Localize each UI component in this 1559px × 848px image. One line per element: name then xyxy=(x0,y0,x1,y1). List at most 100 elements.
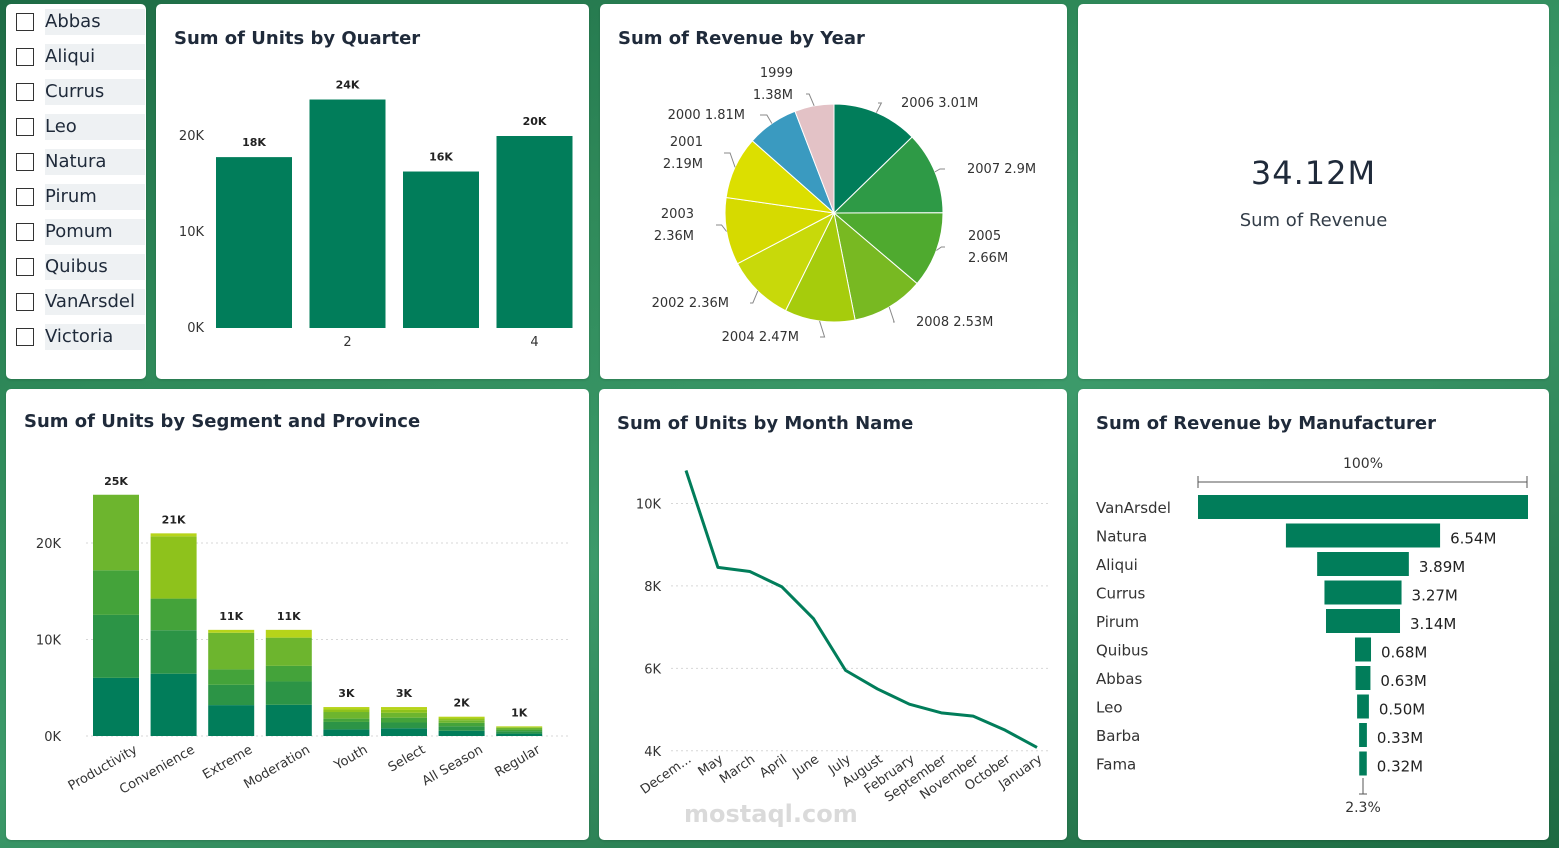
funnel-bar xyxy=(1359,751,1367,776)
stack-segment xyxy=(381,707,427,710)
checkbox[interactable] xyxy=(16,48,34,66)
checkbox[interactable] xyxy=(16,118,34,136)
y-tick-label: 0K xyxy=(44,730,61,745)
bar xyxy=(496,136,573,328)
stack-segment xyxy=(265,681,312,705)
funnel-bar xyxy=(1198,495,1528,519)
slice-label: 1999 1.38M xyxy=(753,66,793,103)
slicer-item-quibus[interactable]: Quibus xyxy=(16,253,146,281)
slicer-item-aliqui[interactable]: Aliqui xyxy=(16,43,146,71)
category-label: Currus xyxy=(1096,585,1146,603)
funnel-bar xyxy=(1359,723,1367,747)
slicer-item-abbas[interactable]: Abbas xyxy=(16,8,146,36)
data-label: 1K xyxy=(511,706,528,719)
revenue-card: 34.12M Sum of Revenue xyxy=(1078,4,1549,379)
funnel-bar xyxy=(1354,637,1372,662)
stack-segment xyxy=(150,630,197,674)
slice-label-line: 2005 xyxy=(968,229,1001,244)
slicer-item-leo[interactable]: Leo xyxy=(16,113,146,141)
stack-segment xyxy=(438,726,485,731)
y-tick-label: 0K xyxy=(187,321,204,336)
slice-label: 2003 2.36M xyxy=(654,207,694,244)
leader-line xyxy=(875,102,883,113)
series-line xyxy=(684,470,1038,749)
x-tick-label: March xyxy=(717,752,758,787)
slicer-item-pomum[interactable]: Pomum xyxy=(16,218,146,246)
funnel-bar xyxy=(1355,666,1371,690)
stack-segment xyxy=(208,632,255,670)
y-tick-label: 20K xyxy=(179,129,205,144)
funnel-top-label: 100% xyxy=(1343,456,1383,472)
slice-label: 2005 2.66M xyxy=(968,229,1008,266)
checkbox[interactable] xyxy=(16,83,34,101)
stack-segment xyxy=(208,705,255,736)
checkbox[interactable] xyxy=(16,258,34,276)
checkbox[interactable] xyxy=(16,293,34,311)
panel-title: Sum of Revenue by Year xyxy=(618,28,865,49)
panel-title: Sum of Units by Month Name xyxy=(617,413,914,434)
revenue-by-year-panel: Sum of Revenue by Year 2006 3.01M 2007 2.… xyxy=(600,4,1067,379)
data-label: 0.63M xyxy=(1380,672,1426,690)
checkbox[interactable] xyxy=(16,223,34,241)
slice-label: 2002 2.36M xyxy=(652,296,729,311)
slicer-item-natura[interactable]: Natura xyxy=(16,148,146,176)
stack-segment xyxy=(381,717,427,723)
stack-segment xyxy=(265,637,312,666)
stack-segment xyxy=(150,598,197,631)
y-tick-label: 10K xyxy=(636,497,662,512)
units-by-month-panel: Sum of Units by Month Name 4K 6K 8K 10K Dece… xyxy=(599,389,1067,840)
checkbox[interactable] xyxy=(16,328,34,346)
slicer-item-pirum[interactable]: Pirum xyxy=(16,183,146,211)
slicer-item-label: Pirum xyxy=(45,184,145,210)
leader-line xyxy=(934,168,945,173)
units-by-segment-chart: 0K10K20K25KProductivity21KConvenience11K… xyxy=(36,475,571,798)
stack-segment xyxy=(150,536,197,599)
funnel-bar xyxy=(1317,552,1409,576)
slicer-item-vanarsdel[interactable]: VanArsdel xyxy=(16,288,146,316)
slice-label-line: 2003 xyxy=(661,207,694,222)
y-tick-label: 6K xyxy=(644,662,661,677)
stack-segment xyxy=(438,720,485,723)
funnel-bottom-label: 2.3% xyxy=(1345,800,1381,816)
category-label: Leo xyxy=(1096,699,1123,717)
slicer-item-label: Natura xyxy=(45,149,145,175)
manufacturer-slicer: Abbas Aliqui Currus Leo Natura Pirum Pomum Quib… xyxy=(6,4,146,379)
y-tick-label: 8K xyxy=(644,580,661,595)
watermark: mostaql.com xyxy=(684,800,858,828)
slicer-item-label: Victoria xyxy=(45,324,145,350)
stack-segment xyxy=(265,704,312,736)
data-label: 3.27M xyxy=(1412,587,1458,605)
slicer-item-victoria[interactable]: Victoria xyxy=(16,323,146,351)
revenue-by-year-chart: 2006 3.01M 2007 2.9M 2005 2.66M 2008 2.53M 20… xyxy=(652,66,1037,345)
revenue-by-manufacturer-panel: Sum of Revenue by Manufacturer 100% VanAr… xyxy=(1078,389,1549,840)
stack-segment xyxy=(265,629,312,638)
checkbox[interactable] xyxy=(16,13,34,31)
stack-segment xyxy=(496,729,543,732)
category-label: VanArsdel xyxy=(1096,499,1171,517)
checkbox[interactable] xyxy=(16,188,34,206)
category-label: Quibus xyxy=(1096,642,1149,660)
y-tick-label: 10K xyxy=(179,225,205,240)
funnel-bar xyxy=(1357,694,1369,719)
slicer-item-currus[interactable]: Currus xyxy=(16,78,146,106)
leader-line xyxy=(936,246,945,251)
stack-segment xyxy=(496,726,543,728)
panel-title: Sum of Units by Quarter xyxy=(174,28,421,49)
stack-segment xyxy=(208,629,255,633)
slicer-item-label: Aliqui xyxy=(45,44,145,70)
stack-segment xyxy=(496,731,543,734)
slice-label-line: 2.36M xyxy=(654,229,694,244)
leader-line xyxy=(806,93,815,107)
leader-line xyxy=(750,290,759,304)
x-tick-label: Select xyxy=(386,742,428,775)
units-by-quarter-chart: 0K 10K 20K 18K 24K 16K 20K 2 4 xyxy=(179,79,573,350)
slicer-item-label: Quibus xyxy=(45,254,145,280)
panel-title: Sum of Units by Segment and Province xyxy=(24,411,421,432)
slice-label-line: 1.38M xyxy=(753,88,793,103)
slicer-item-label: Leo xyxy=(45,114,145,140)
stack-segment xyxy=(438,716,485,719)
data-label: 0.33M xyxy=(1377,729,1423,747)
checkbox[interactable] xyxy=(16,153,34,171)
category-label: Natura xyxy=(1096,528,1147,546)
